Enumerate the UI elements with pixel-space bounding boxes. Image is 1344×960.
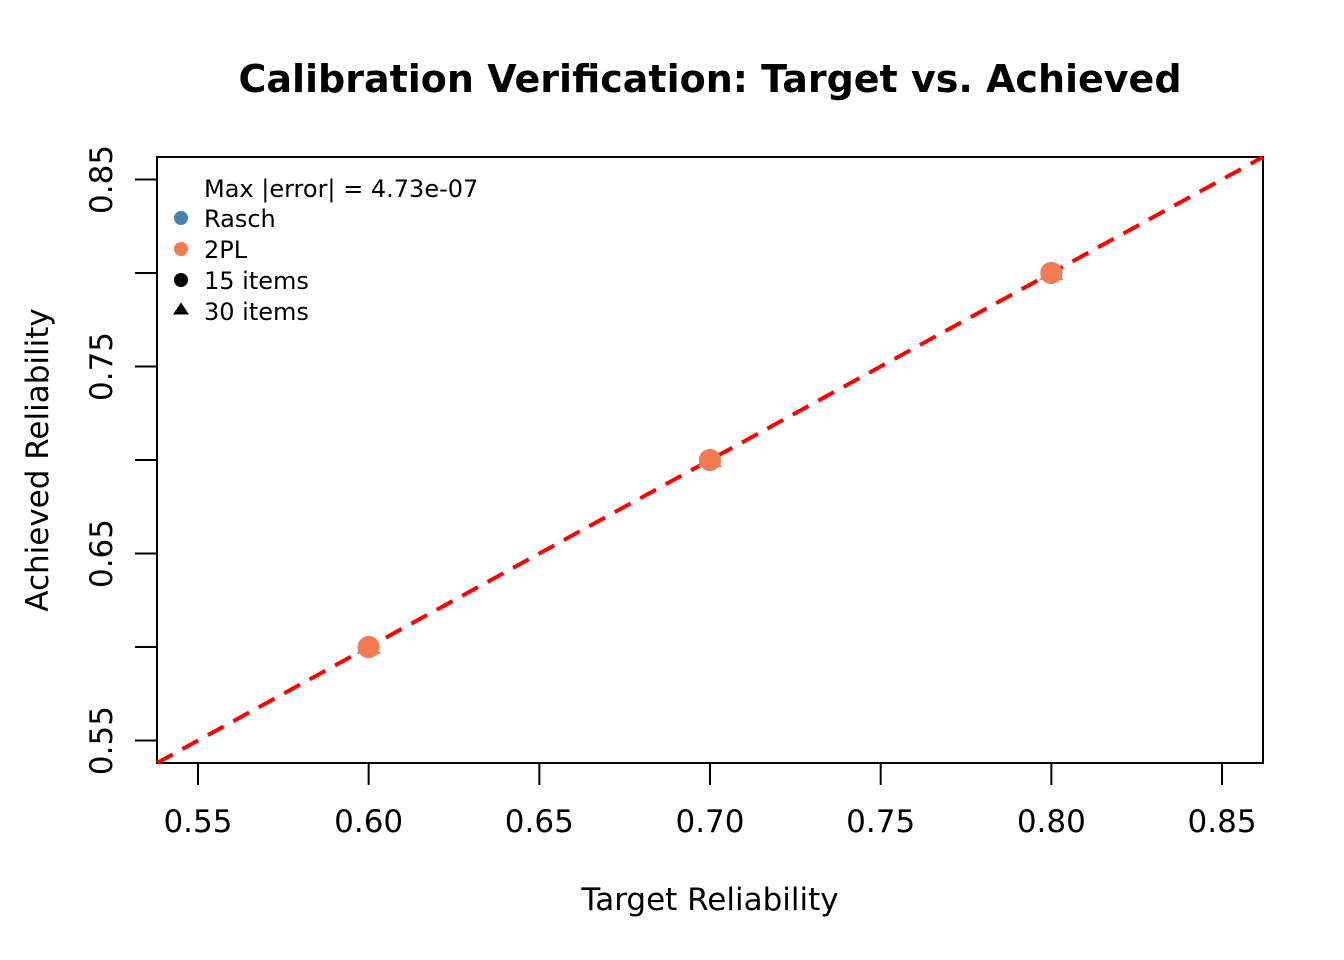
data-point-triangle — [698, 448, 722, 467]
legend-marker-circle — [174, 273, 188, 287]
x-tick-label: 0.70 — [675, 804, 744, 840]
legend-annotation: Max |error| = 4.73e-07 — [204, 175, 478, 203]
x-tick-label: 0.80 — [1017, 804, 1086, 840]
chart-title: Calibration Verification: Target vs. Ach… — [238, 57, 1181, 101]
legend-marker-triangle — [173, 302, 189, 315]
legend-label: 30 items — [204, 298, 309, 326]
data-points — [356, 261, 1064, 659]
legend-label: 15 items — [204, 267, 309, 295]
x-tick-label: 0.85 — [1188, 804, 1257, 840]
y-tick-label: 0.85 — [84, 145, 120, 214]
data-point-triangle — [356, 635, 381, 654]
legend-marker-circle — [174, 211, 188, 225]
x-axis-label: Target Reliability — [580, 882, 838, 918]
x-axis: 0.55 0.60 0.65 0.70 0.75 0.80 0.85 — [163, 762, 1257, 840]
legend-label: Rasch — [204, 205, 276, 233]
legend: Max |error| = 4.73e-07 Rasch 2PL 15 items 3… — [173, 175, 478, 326]
y-tick-label: 0.75 — [84, 332, 120, 401]
legend-label: 2PL — [204, 236, 248, 264]
x-tick-label: 0.60 — [334, 804, 403, 840]
y-tick-label: 0.55 — [84, 706, 120, 775]
legend-marker-circle — [174, 242, 188, 256]
data-point-triangle — [1039, 261, 1064, 280]
x-tick-label: 0.75 — [846, 804, 915, 840]
y-axis: 0.55 0.65 0.75 0.85 — [84, 145, 158, 775]
x-tick-label: 0.65 — [505, 804, 574, 840]
identity-reference-line — [156, 155, 1264, 765]
x-tick-label: 0.55 — [163, 804, 232, 840]
y-tick-label: 0.65 — [84, 519, 120, 588]
plot-area — [156, 155, 1264, 765]
y-axis-label: Achieved Reliability — [20, 308, 56, 611]
